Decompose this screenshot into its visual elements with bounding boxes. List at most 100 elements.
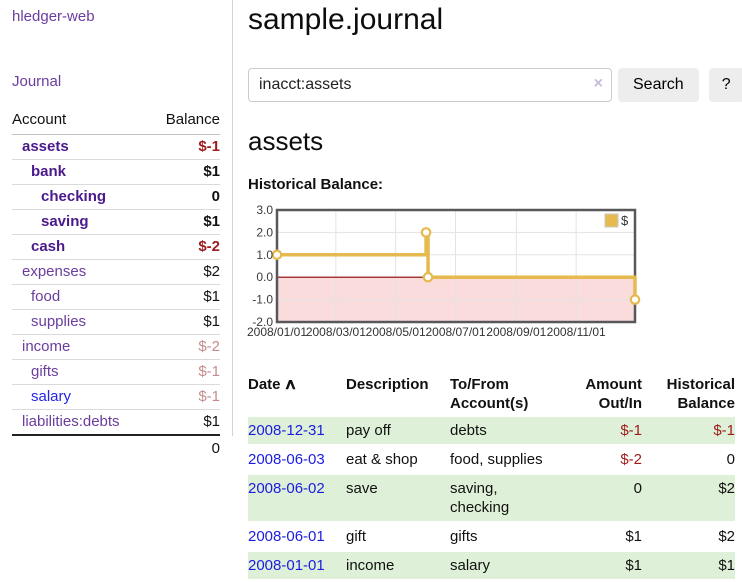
account-balance: $1 [150, 209, 220, 235]
account-link-expenses[interactable]: expenses [12, 259, 151, 285]
transaction-date-link[interactable]: 2008-06-01 [248, 528, 325, 545]
historical-balance-chart: $3.0 2.0 1.0 0.0 -1.0 -2.0 2008/01/01 2008/03/0… [247, 203, 735, 350]
transaction-description: pay off [346, 417, 450, 444]
account-row: checking 0 [12, 184, 220, 210]
svg-text:2008/09/01: 2008/09/01 [486, 325, 546, 339]
account-balance: $2 [150, 259, 220, 285]
account-row: expenses $2 [12, 259, 220, 285]
register-row: 2008-06-01 gift gifts $1 $2 [248, 523, 735, 550]
clear-search-icon[interactable]: × [593, 75, 603, 92]
account-link-cash[interactable]: cash [12, 234, 151, 260]
account-row: supplies $1 [12, 309, 220, 335]
transaction-accounts: food, supplies [450, 451, 543, 468]
transaction-accounts: salary [450, 552, 568, 579]
register-row: 2008-01-01 income salary $1 $1 [248, 552, 735, 579]
chart-title: Historical Balance: [248, 176, 384, 193]
account-balance: $-1 [150, 359, 220, 385]
account-link-assets[interactable]: assets [22, 138, 69, 155]
svg-text:2008/11/01: 2008/11/01 [547, 325, 606, 339]
help-button[interactable]: ? [708, 68, 742, 102]
legend-label: $ [621, 213, 629, 228]
account-balance: $-2 [150, 234, 220, 260]
account-heading: assets [248, 126, 324, 156]
account-balance: $1 [150, 309, 220, 335]
transaction-balance: 0 [726, 451, 735, 468]
transaction-accounts: saving, checking [450, 475, 568, 521]
app-brand-link[interactable]: hledger-web [12, 8, 95, 25]
chart-svg: $3.0 2.0 1.0 0.0 -1.0 -2.02008/01/012008/03/0… [247, 203, 641, 339]
account-row: cash $-2 [12, 234, 220, 260]
transaction-description: save [346, 475, 450, 521]
account-link-supplies[interactable]: supplies [12, 309, 151, 335]
account-link-gifts[interactable]: gifts [12, 359, 151, 385]
account-row: salary $-1 [12, 384, 220, 410]
register-table: Date ∧ Description To/From Account(s) Amou… [248, 371, 735, 581]
register-header-accounts: To/From Account(s) [450, 376, 529, 412]
transaction-balance: $1 [642, 552, 735, 579]
transaction-date-link[interactable]: 2008-12-31 [248, 417, 346, 444]
register-header-description: Description [346, 376, 429, 393]
transaction-amount: $-1 [568, 417, 642, 444]
register-header-amount: Amount Out/In [585, 376, 642, 412]
account-link-food[interactable]: food [12, 284, 151, 310]
transaction-date-link[interactable]: 2008-01-01 [248, 552, 346, 579]
account-row: assets $-1 [12, 135, 220, 160]
svg-text:3.0: 3.0 [256, 203, 273, 217]
transaction-amount: $1 [625, 528, 642, 545]
account-link-liabilities-debts[interactable]: liabilities:debts [12, 409, 151, 435]
register-row: 2008-06-02 save saving, checking 0 $2 [248, 475, 735, 521]
svg-text:-2.0: -2.0 [252, 315, 273, 329]
legend-swatch [604, 213, 619, 228]
svg-text:1.0: 1.0 [256, 248, 273, 262]
svg-text:2.0: 2.0 [256, 225, 273, 239]
register-row: 2008-06-03 eat & shop food, supplies $-2 0 [248, 446, 735, 473]
account-row: income $-2 [12, 334, 220, 360]
account-link-bank[interactable]: bank [12, 159, 151, 185]
account-tree-body: assets $-1 bank $1 checking 0 saving $1 cash $-2 e… [12, 135, 220, 435]
transaction-balance: $-1 [642, 417, 735, 444]
account-row: saving $1 [12, 209, 220, 235]
account-row: food $1 [12, 284, 220, 310]
transaction-amount: $1 [568, 552, 642, 579]
account-balance: $-1 [150, 384, 220, 410]
transaction-date-link[interactable]: 2008-06-03 [248, 451, 325, 468]
account-link-checking[interactable]: checking [12, 184, 151, 210]
account-row: gifts $-1 [12, 359, 220, 385]
search-input[interactable] [248, 68, 612, 102]
account-total-balance: 0 [150, 434, 220, 461]
account-link-saving[interactable]: saving [12, 209, 151, 235]
register-header-date[interactable]: Date ∧ [248, 376, 297, 393]
transaction-balance: $2 [718, 528, 735, 545]
transaction-date-link[interactable]: 2008-06-02 [248, 475, 346, 521]
transaction-amount: 0 [568, 475, 642, 521]
main-content: sample.journal × Search ? assets Histori… [247, 0, 742, 581]
account-balance: $-1 [198, 138, 220, 155]
account-balance: $1 [150, 159, 220, 185]
sort-ascending-icon: ∧ [283, 376, 297, 393]
account-balance: $1 [150, 409, 220, 435]
search-form: × Search ? [248, 68, 742, 102]
account-link-income[interactable]: income [12, 334, 151, 360]
transaction-amount: $-2 [620, 451, 642, 468]
sidebar-item-journal[interactable]: Journal [12, 73, 62, 90]
svg-text:2008/03/01: 2008/03/01 [306, 325, 366, 339]
transaction-description: income [346, 552, 450, 579]
transaction-description: eat & shop [346, 451, 418, 468]
account-balance: $1 [150, 284, 220, 310]
account-link-salary[interactable]: salary [12, 384, 151, 410]
svg-text:-1.0: -1.0 [252, 293, 273, 307]
sidebar: hledger-web Journal Account Balance asse… [0, 0, 233, 461]
account-tree-table: Account Balance assets $-1 bank $1 checking 0… [12, 107, 220, 461]
register-header-balance: Historical Balance [666, 376, 735, 412]
svg-text:2008/01/01: 2008/01/01 [247, 325, 307, 339]
search-button[interactable]: Search [618, 68, 699, 102]
register-table-body: 2008-12-31 pay off debts $-1 $-1 2008-06-03 ea… [248, 417, 735, 579]
transaction-accounts: debts [450, 417, 568, 444]
transaction-accounts: gifts [450, 528, 478, 545]
transaction-balance: $2 [642, 475, 735, 521]
svg-text:2008/05/01: 2008/05/01 [366, 325, 426, 339]
account-balance: $-2 [150, 334, 220, 360]
account-total-row: 0 [12, 434, 220, 461]
svg-text:2008/07/01: 2008/07/01 [425, 325, 485, 339]
account-row: bank $1 [12, 159, 220, 185]
